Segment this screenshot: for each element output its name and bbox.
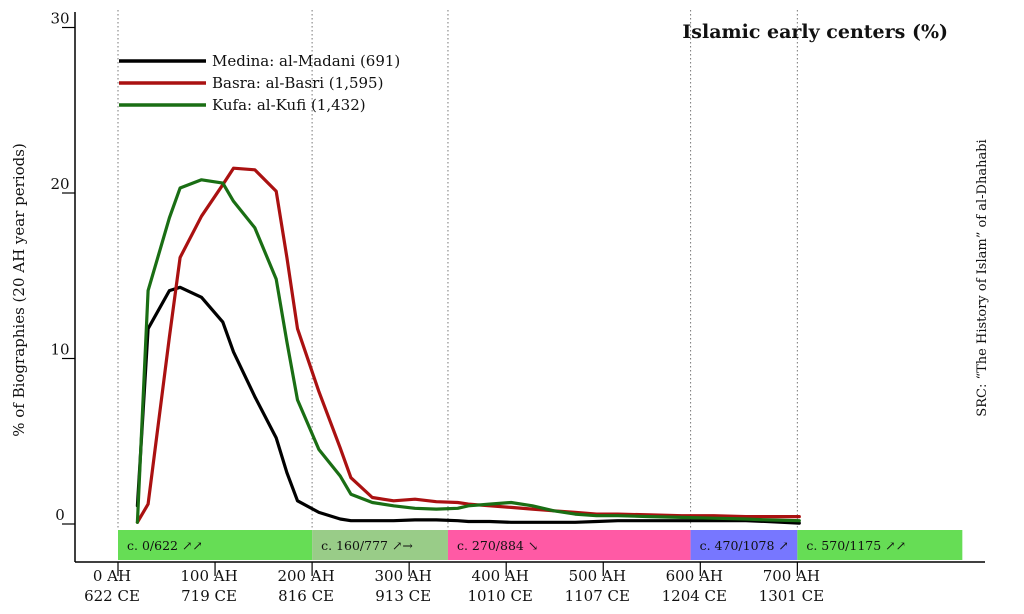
x-tick-label: 100 AH (180, 567, 237, 585)
grid-layer (117, 10, 798, 530)
era-band-1 (118, 530, 313, 560)
era-band-label-3: c. 270/884 ↘ (457, 538, 538, 553)
x-tick-label-ce: 816 CE (278, 587, 334, 605)
era-band-3 (447, 530, 691, 560)
era-band-2 (312, 530, 448, 560)
source-note: SRC: “The History of Islam” of al-Dhahab… (975, 139, 990, 416)
legend-label-1: Medina: al-Madani (691) (212, 52, 400, 70)
x-tick-label: 500 AH (569, 567, 626, 585)
era-band-5 (797, 530, 963, 560)
series-line-1 (135, 285, 801, 525)
era-band-label-5: c. 570/1175 ↗↗ (806, 538, 906, 553)
legend-label-2: Basra: al-Basri (1,595) (212, 74, 383, 92)
x-tick-label: 0 AH (93, 567, 131, 585)
y-tick-label: 0 (55, 506, 65, 524)
era-band-label-2: c. 160/777 ↗→ (321, 538, 413, 553)
x-tick-label-ce: 719 CE (181, 587, 237, 605)
y-tick-label: 30 (50, 10, 69, 28)
y-axis-label: % of Biographies (20 AH year periods) (10, 143, 28, 437)
chart-title: Islamic early centers (%) (682, 21, 948, 43)
era-band-label-4: c. 470/1078 ↗ (700, 538, 789, 553)
y-tick-label: 10 (50, 341, 69, 359)
series-lines (135, 166, 801, 525)
x-tick-label: 200 AH (277, 567, 334, 585)
x-tick-label: 300 AH (374, 567, 431, 585)
x-tick-label-ce: 1107 CE (565, 587, 630, 605)
x-tick-label: 700 AH (763, 567, 820, 585)
era-bands: c. 0/622 ↗↗ c. 160/777 ↗→ c. 270/884 ↘ c. 4… (118, 530, 963, 560)
x-tick-label-ce: 913 CE (375, 587, 431, 605)
legend: Medina: al-Madani (691) Basra: al-Basri (… (119, 52, 400, 114)
x-tick-label: 400 AH (472, 567, 529, 585)
x-tick-label-ce: 1204 CE (662, 587, 727, 605)
legend-label-3: Kufa: al-Kufi (1,432) (212, 96, 366, 114)
era-band-label-1: c. 0/622 ↗↗ (127, 538, 203, 553)
x-tick-label-ce: 1010 CE (468, 587, 533, 605)
y-tick-label: 20 (50, 175, 69, 193)
series-line-2 (135, 166, 801, 524)
era-band-4 (690, 530, 798, 560)
x-tick-label-ce: 622 CE (84, 587, 140, 605)
x-tick-label: 600 AH (666, 567, 723, 585)
series-line-3 (135, 178, 801, 524)
x-tick-label-ce: 1301 CE (759, 587, 824, 605)
